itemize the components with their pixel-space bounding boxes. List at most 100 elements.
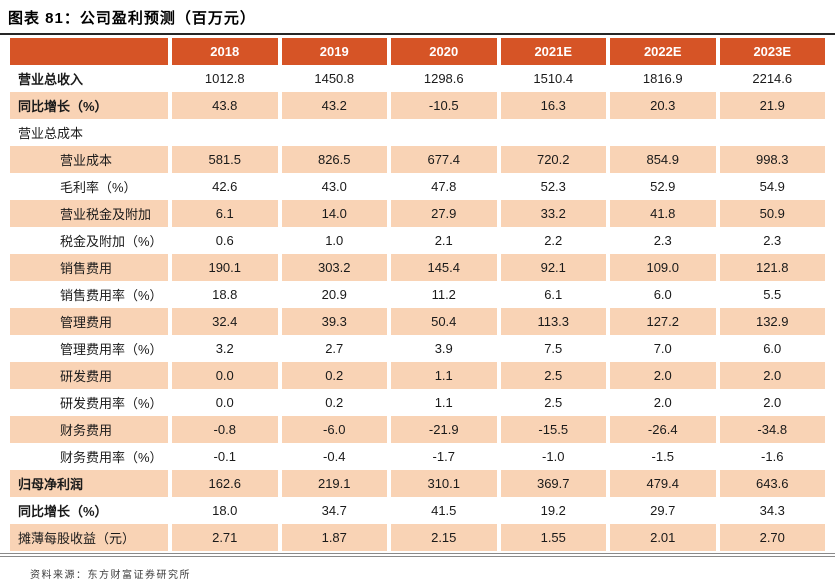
- row-label-cell: 销售费用率（%）: [60, 288, 163, 303]
- value-cell: 2.7: [325, 341, 344, 356]
- value-cell: -21.9: [391, 416, 497, 443]
- value-cell: -15.5: [500, 416, 606, 443]
- value-cell: 3.9: [434, 341, 453, 356]
- value-cell: 47.8: [431, 179, 457, 194]
- value-cell: 20.9: [321, 287, 347, 302]
- table-row: 营业总收入 1012.8 1450.8 1298.6 1510.4 1816.9 2214.…: [10, 65, 825, 92]
- table-row: 研发费用率（%） 0.0 0.2 1.1 2.5 2.0 2.0: [10, 389, 825, 416]
- value-cell: 32.4: [172, 308, 278, 335]
- value-cell: 2.70: [719, 524, 825, 551]
- value-cell: 2214.6: [752, 71, 793, 86]
- value-cell: [282, 119, 388, 146]
- table-row: 财务费用 -0.8 -6.0 -21.9 -15.5 -26.4 -34.8: [10, 416, 825, 443]
- table-row: 同比增长（%） 18.0 34.7 41.5 19.2 29.7 34.3: [10, 497, 825, 524]
- value-cell: 0.2: [281, 362, 387, 389]
- value-cell: 39.3: [281, 308, 387, 335]
- value-cell: 826.5: [281, 146, 387, 173]
- title-divider: [0, 33, 835, 35]
- value-cell: -34.8: [719, 416, 825, 443]
- row-label-cell: 营业总成本: [18, 126, 84, 141]
- value-cell: 52.9: [650, 179, 676, 194]
- value-cell: 162.6: [172, 470, 278, 497]
- value-cell: -10.5: [391, 92, 497, 119]
- value-cell: [391, 119, 497, 146]
- value-cell: 303.2: [281, 254, 387, 281]
- value-cell: 6.0: [763, 341, 782, 356]
- value-cell: 50.9: [719, 200, 825, 227]
- value-cell: 109.0: [610, 254, 716, 281]
- row-label-cell: 营业成本: [10, 146, 168, 173]
- value-cell: 2.1: [434, 233, 453, 248]
- value-cell: 132.9: [719, 308, 825, 335]
- value-cell: 92.1: [500, 254, 606, 281]
- value-cell: 1.87: [281, 524, 387, 551]
- value-cell: 1.1: [434, 395, 453, 410]
- value-cell: 0.6: [215, 233, 234, 248]
- value-cell: 127.2: [610, 308, 716, 335]
- value-cell: 43.2: [281, 92, 387, 119]
- value-cell: 6.0: [653, 287, 672, 302]
- value-cell: 19.2: [540, 503, 566, 518]
- value-cell: 21.9: [719, 92, 825, 119]
- value-cell: 479.4: [610, 470, 716, 497]
- value-cell: 310.1: [391, 470, 497, 497]
- value-cell: 2.15: [391, 524, 497, 551]
- row-label-cell: 研发费用率（%）: [60, 396, 163, 411]
- value-cell: 5.5: [763, 287, 782, 302]
- value-cell: -26.4: [610, 416, 716, 443]
- table-row: 摊薄每股收益（元） 2.71 1.87 2.15 1.55 2.01 2.70: [10, 524, 825, 551]
- value-cell: 43.8: [172, 92, 278, 119]
- value-cell: 20.3: [610, 92, 716, 119]
- row-label-cell: 归母净利润: [10, 470, 168, 497]
- value-cell: 1298.6: [423, 71, 464, 86]
- value-cell: 1510.4: [533, 71, 574, 86]
- value-cell: -1.5: [651, 449, 674, 464]
- row-label-cell: 营业税金及附加: [10, 200, 168, 227]
- value-cell: [720, 119, 826, 146]
- value-cell: -6.0: [281, 416, 387, 443]
- value-cell: 18.0: [212, 503, 238, 518]
- value-cell: 677.4: [391, 146, 497, 173]
- table-bottom-divider: [0, 553, 835, 557]
- value-cell: 2.3: [653, 233, 672, 248]
- value-cell: 1.0: [325, 233, 344, 248]
- value-cell: 2.0: [653, 395, 672, 410]
- value-cell: 0.0: [215, 395, 234, 410]
- value-cell: 43.0: [321, 179, 347, 194]
- value-cell: -1.7: [432, 449, 455, 464]
- value-cell: [501, 119, 607, 146]
- row-label-cell: 摊薄每股收益（元）: [10, 524, 168, 551]
- value-cell: 1450.8: [314, 71, 355, 86]
- value-cell: 2.3: [763, 233, 782, 248]
- row-label-cell: 毛利率（%）: [60, 180, 137, 195]
- value-cell: 219.1: [281, 470, 387, 497]
- value-cell: 52.3: [540, 179, 566, 194]
- value-cell: 2.2: [544, 233, 563, 248]
- value-cell: 581.5: [172, 146, 278, 173]
- row-label-cell: 同比增长（%）: [10, 92, 168, 119]
- row-label-cell: 管理费用率（%）: [60, 342, 163, 357]
- header-year-cell: 2021E: [500, 38, 606, 65]
- value-cell: 2.0: [610, 362, 716, 389]
- value-cell: 998.3: [719, 146, 825, 173]
- value-cell: 113.3: [500, 308, 606, 335]
- row-label-cell: 财务费用: [10, 416, 168, 443]
- value-cell: -0.1: [213, 449, 236, 464]
- header-year-cell: 2022E: [610, 38, 716, 65]
- value-cell: 29.7: [650, 503, 676, 518]
- row-label-cell: 税金及附加（%）: [60, 234, 163, 249]
- header-year-cell: 2019: [281, 38, 387, 65]
- value-cell: 7.0: [653, 341, 672, 356]
- value-cell: 0.0: [172, 362, 278, 389]
- source-note: 资料来源：东方财富证券研究所: [30, 570, 191, 581]
- value-cell: 1.1: [391, 362, 497, 389]
- table-row: 财务费用率（%） -0.1 -0.4 -1.7 -1.0 -1.5 -1.6: [10, 443, 825, 470]
- table-row: 管理费用率（%） 3.2 2.7 3.9 7.5 7.0 6.0: [10, 335, 825, 362]
- table-row: 税金及附加（%） 0.6 1.0 2.1 2.2 2.3 2.3: [10, 227, 825, 254]
- table-row: 营业税金及附加 6.1 14.0 27.9 33.2 41.8 50.9: [10, 200, 825, 227]
- value-cell: 1.55: [500, 524, 606, 551]
- value-cell: 3.2: [215, 341, 234, 356]
- table-row: 营业成本 581.5 826.5 677.4 720.2 854.9 998.3: [10, 146, 825, 173]
- figure-title: 图表 81：公司盈利预测（百万元）: [8, 10, 256, 27]
